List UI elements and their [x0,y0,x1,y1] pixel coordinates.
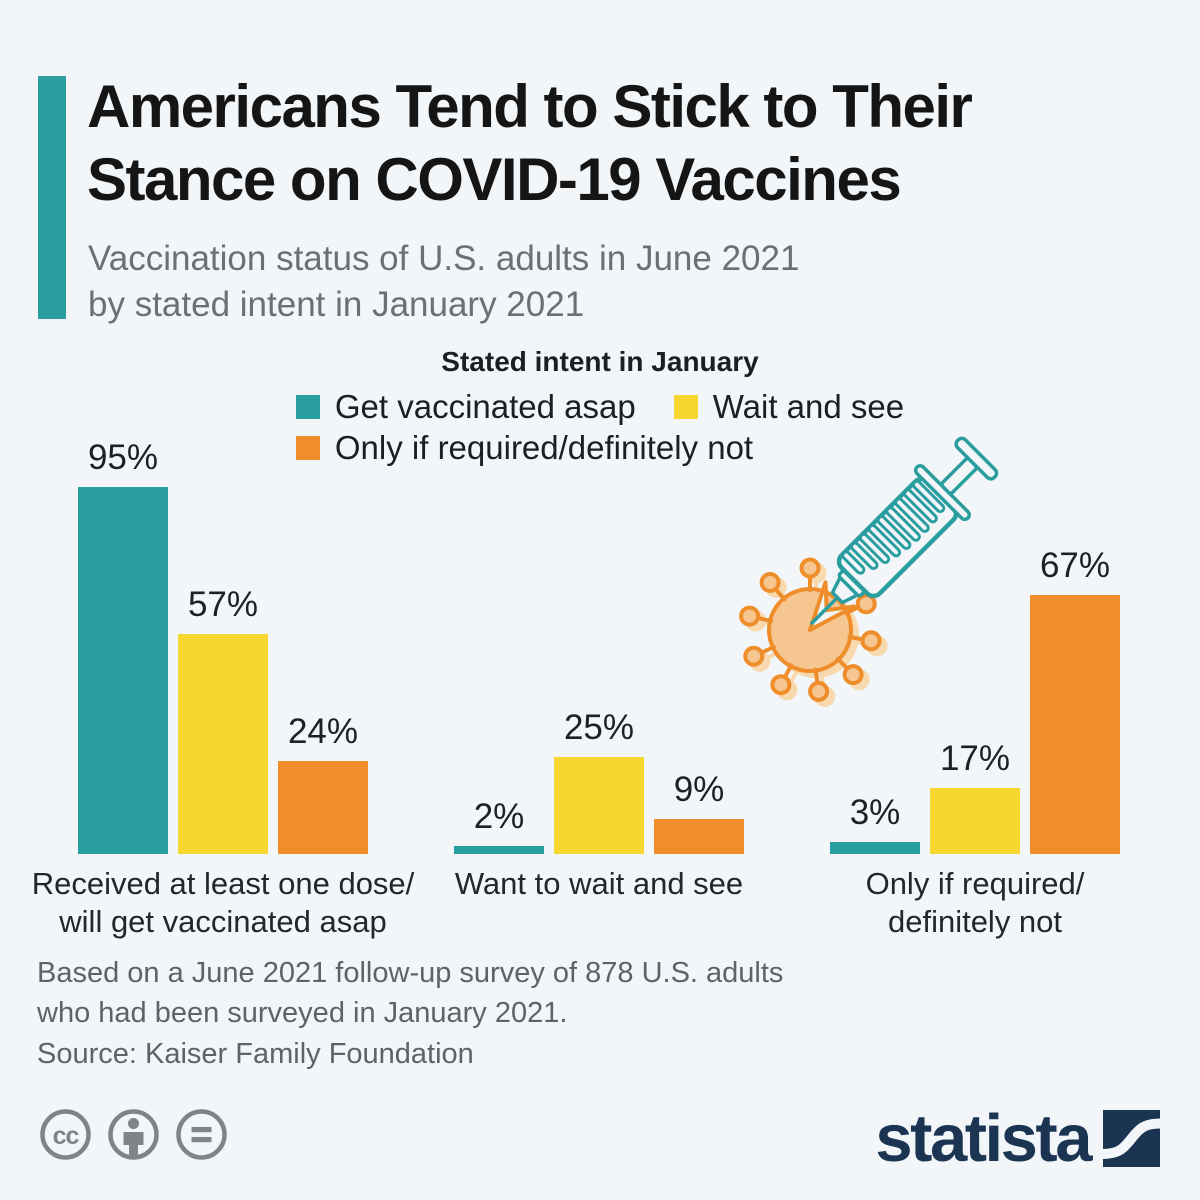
bar-group: 2% 25% 9% Want to wait and see [454,420,744,901]
bar: 2% [454,797,544,854]
bar: 9% [654,770,744,854]
bar-value-label: 24% [287,712,359,751]
bar: 95% [78,438,168,854]
coronavirus-icon [739,557,882,702]
legend-item: Only if required/definitely not [295,429,754,467]
bar-value-label: 3% [849,793,901,832]
legend-label: Only if required/definitely not [334,429,754,466]
legend-label: Wait and see [712,388,905,425]
bar-value-label: 67% [1039,546,1111,585]
legend-row: Only if required/definitely not [295,429,904,467]
page-subtitle: Vaccination status of U.S. adults in Jun… [88,239,800,324]
bar: 25% [554,708,644,854]
category-label: Received at least one dose/ will get vac… [31,866,415,939]
survey-note: Based on a June 2021 follow-up survey of… [37,957,784,1029]
bar-value-label: 2% [473,797,525,836]
statista-logo-mark [1103,1110,1160,1167]
bar-group: 3% 17% 67% Only if required/ definitely not [830,420,1120,939]
bar: 17% [930,739,1020,854]
bar: 67% [1030,546,1120,854]
legend-item: Wait and see [673,388,905,426]
bar-value-label: 9% [673,770,725,809]
bar-row: 2% 25% 9% [454,420,744,854]
legend-rows: Get vaccinated asap Wait and see Only if r… [295,385,905,467]
statista-logo[interactable]: statista [875,1100,1160,1177]
cc-icon[interactable]: cc [38,1107,93,1162]
svg-text:cc: cc [53,1122,80,1150]
bar-row: 95% 57% 24% [78,420,368,854]
bar-value-label: 95% [87,438,159,477]
category-label: Want to wait and see [454,866,744,901]
equals-icon[interactable] [174,1107,229,1162]
chart-legend: Stated intent in January Get vaccinated … [0,346,1200,467]
bar-row: 3% 17% 67% [830,420,1120,854]
legend-swatch [295,436,320,460]
title-accent-bar [38,76,66,319]
bar-group: 95% 57% 24% Received at least one dose/ wil… [32,420,415,939]
syringe-virus-illustration [739,436,999,707]
legend-row: Get vaccinated asap Wait and see [295,388,905,426]
statista-logotype: statista [875,1101,1092,1176]
category-label: Only if required/ definitely not [865,866,1085,939]
legend-swatch [673,395,698,419]
legend-title: Stated intent in January [441,346,759,377]
attribution-person-icon[interactable] [106,1107,161,1162]
bar-value-label: 25% [563,708,635,747]
page-title: Americans Tend to Stick to Their Stance … [87,73,973,213]
syringe-icon [810,436,999,625]
bar: 24% [278,712,368,854]
bar: 3% [830,793,920,854]
bar-value-label: 17% [939,739,1011,778]
legend-swatch [295,395,320,419]
license-badges: cc [38,1107,229,1162]
bar-value-label: 57% [187,585,259,624]
bar: 57% [178,585,268,854]
source-line: Source: Kaiser Family Foundation [37,1038,474,1070]
grouped-bar-chart: 95% 57% 24% Received at least one dose/ wil… [32,420,1120,939]
legend-item: Get vaccinated asap [295,388,636,426]
legend-label: Get vaccinated asap [334,388,636,425]
